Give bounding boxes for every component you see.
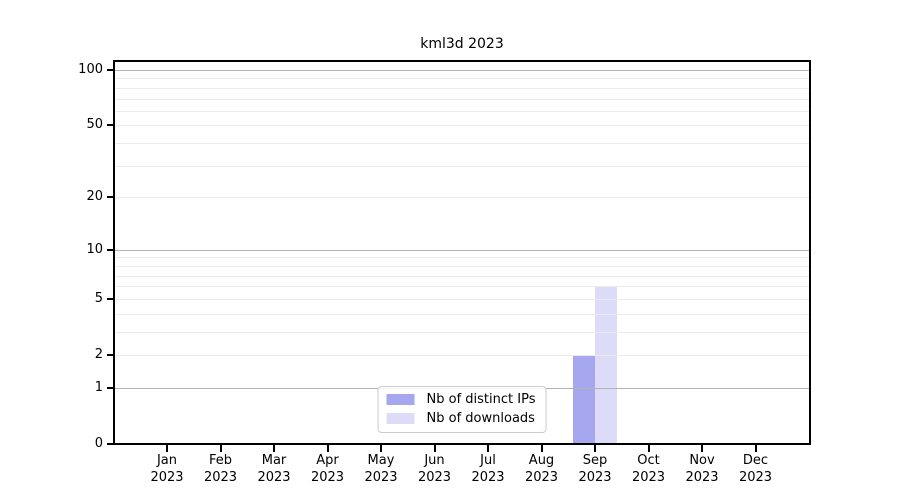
x-tick-label-year: 2023 [257,470,291,485]
minor-gridline [115,78,809,80]
minor-gridline [115,197,809,199]
y-tick [107,248,113,251]
legend-swatch-downloads [386,413,415,424]
x-tick [273,445,275,452]
x-tick-label: Apr 2023 [288,452,368,486]
minor-gridline [115,331,809,333]
legend-item-distinct-ips: Nb of distinct IPs [386,392,536,407]
x-tick-label-month: Jan [156,453,178,468]
y-tick [107,297,113,300]
y-tick-label: 1 [94,379,103,395]
y-tick [107,354,113,356]
x-tick-label-year: 2023 [738,470,773,485]
x-tick [219,445,222,452]
y-tick [107,69,113,71]
minor-gridline [115,286,809,288]
chart-title: kml3d 2023 [420,36,504,52]
y-tick-label: 50 [86,117,103,133]
x-tick-label-year: 2023 [685,470,719,485]
y-tick-label: 5 [94,290,103,306]
bar-downloads [595,286,617,444]
x-tick-label-month: Mar [261,453,287,468]
x-tick-label: Jul 2023 [448,452,528,486]
x-tick-label-month: Sep [582,453,608,468]
x-tick [540,445,543,452]
minor-gridline [115,110,809,112]
x-axis-spine-bottom [113,443,811,445]
y-tick-label: 0 [94,436,103,451]
minor-gridline [115,98,809,100]
x-tick-label-year: 2023 [524,470,559,485]
legend-label-distinct-ips: Nb of distinct IPs [426,392,536,407]
y-axis-spine-right [809,60,811,445]
x-tick-label-month: Jun [424,453,445,468]
x-tick-label: May 2023 [341,452,421,486]
major-gridline [115,70,809,71]
x-tick-label-month: Oct [637,453,660,468]
minor-gridline [115,143,809,145]
x-tick-label: Mar 2023 [234,452,314,486]
x-tick-label: Oct 2023 [609,452,689,486]
bar-distinct-ips [573,355,595,444]
legend: Nb of distinct IPs Nb of downloads [377,386,547,433]
x-tick [380,445,382,452]
x-tick-label-year: 2023 [364,470,398,485]
x-tick-label: Nov 2023 [662,452,742,486]
x-tick [594,445,596,452]
x-tick [647,445,650,452]
minor-gridline [115,125,809,127]
x-tick-label-year: 2023 [310,470,345,485]
x-tick-label: Feb 2023 [181,452,261,486]
y-axis-spine-left [113,60,115,445]
x-tick-label-month: Feb [208,453,233,468]
x-tick-label: Dec 2023 [716,452,796,486]
x-tick-label: Sep 2023 [555,452,635,486]
y-tick [107,386,113,389]
x-tick-label-year: 2023 [578,470,612,485]
x-axis-spine-top [113,60,811,62]
x-tick-label-month: Dec [742,453,769,468]
minor-gridline [115,165,809,167]
minor-gridline [115,313,809,315]
x-tick [326,445,329,452]
x-tick-label-month: Jul [480,453,496,468]
legend-label-downloads: Nb of downloads [426,411,535,426]
minor-gridline [115,355,809,356]
x-tick-label-year: 2023 [417,470,452,485]
x-tick-label-year: 2023 [471,470,505,485]
minor-gridline [115,298,809,300]
y-tick [107,124,113,127]
x-tick-label-year: 2023 [203,470,238,485]
x-tick-label: Jun 2023 [395,452,475,486]
x-tick [487,445,489,452]
x-tick-label-month: May [367,453,395,468]
y-tick-label: 100 [78,62,103,77]
minor-gridline [115,265,809,267]
y-tick-label: 10 [86,241,103,257]
x-tick [166,445,168,452]
x-tick-label: Jan 2023 [127,452,207,486]
x-tick-label-month: Nov [689,453,715,468]
x-tick [433,445,436,452]
legend-swatch-distinct-ips [386,394,415,405]
y-tick-label: 20 [86,189,103,205]
x-tick-label-year: 2023 [150,470,184,485]
x-tick [754,445,757,452]
x-tick-label: Aug 2023 [502,452,582,486]
x-tick [701,445,703,452]
plot-area: 0 1 2 5 10 20 50 100 Jan 2023 Feb 2023 Mar 2023 Apr 20… [78,60,811,485]
major-gridline [115,249,809,251]
minor-gridline [115,275,809,277]
legend-item-downloads: Nb of downloads [386,411,536,426]
minor-gridline [115,87,809,89]
minor-gridline [115,257,809,259]
y-tick [107,196,113,199]
x-tick-label-month: Apr [316,453,339,468]
x-tick-label-year: 2023 [631,470,666,485]
y-tick [107,443,113,445]
x-tick-label-month: Aug [528,453,555,468]
y-tick-label: 2 [94,347,103,362]
